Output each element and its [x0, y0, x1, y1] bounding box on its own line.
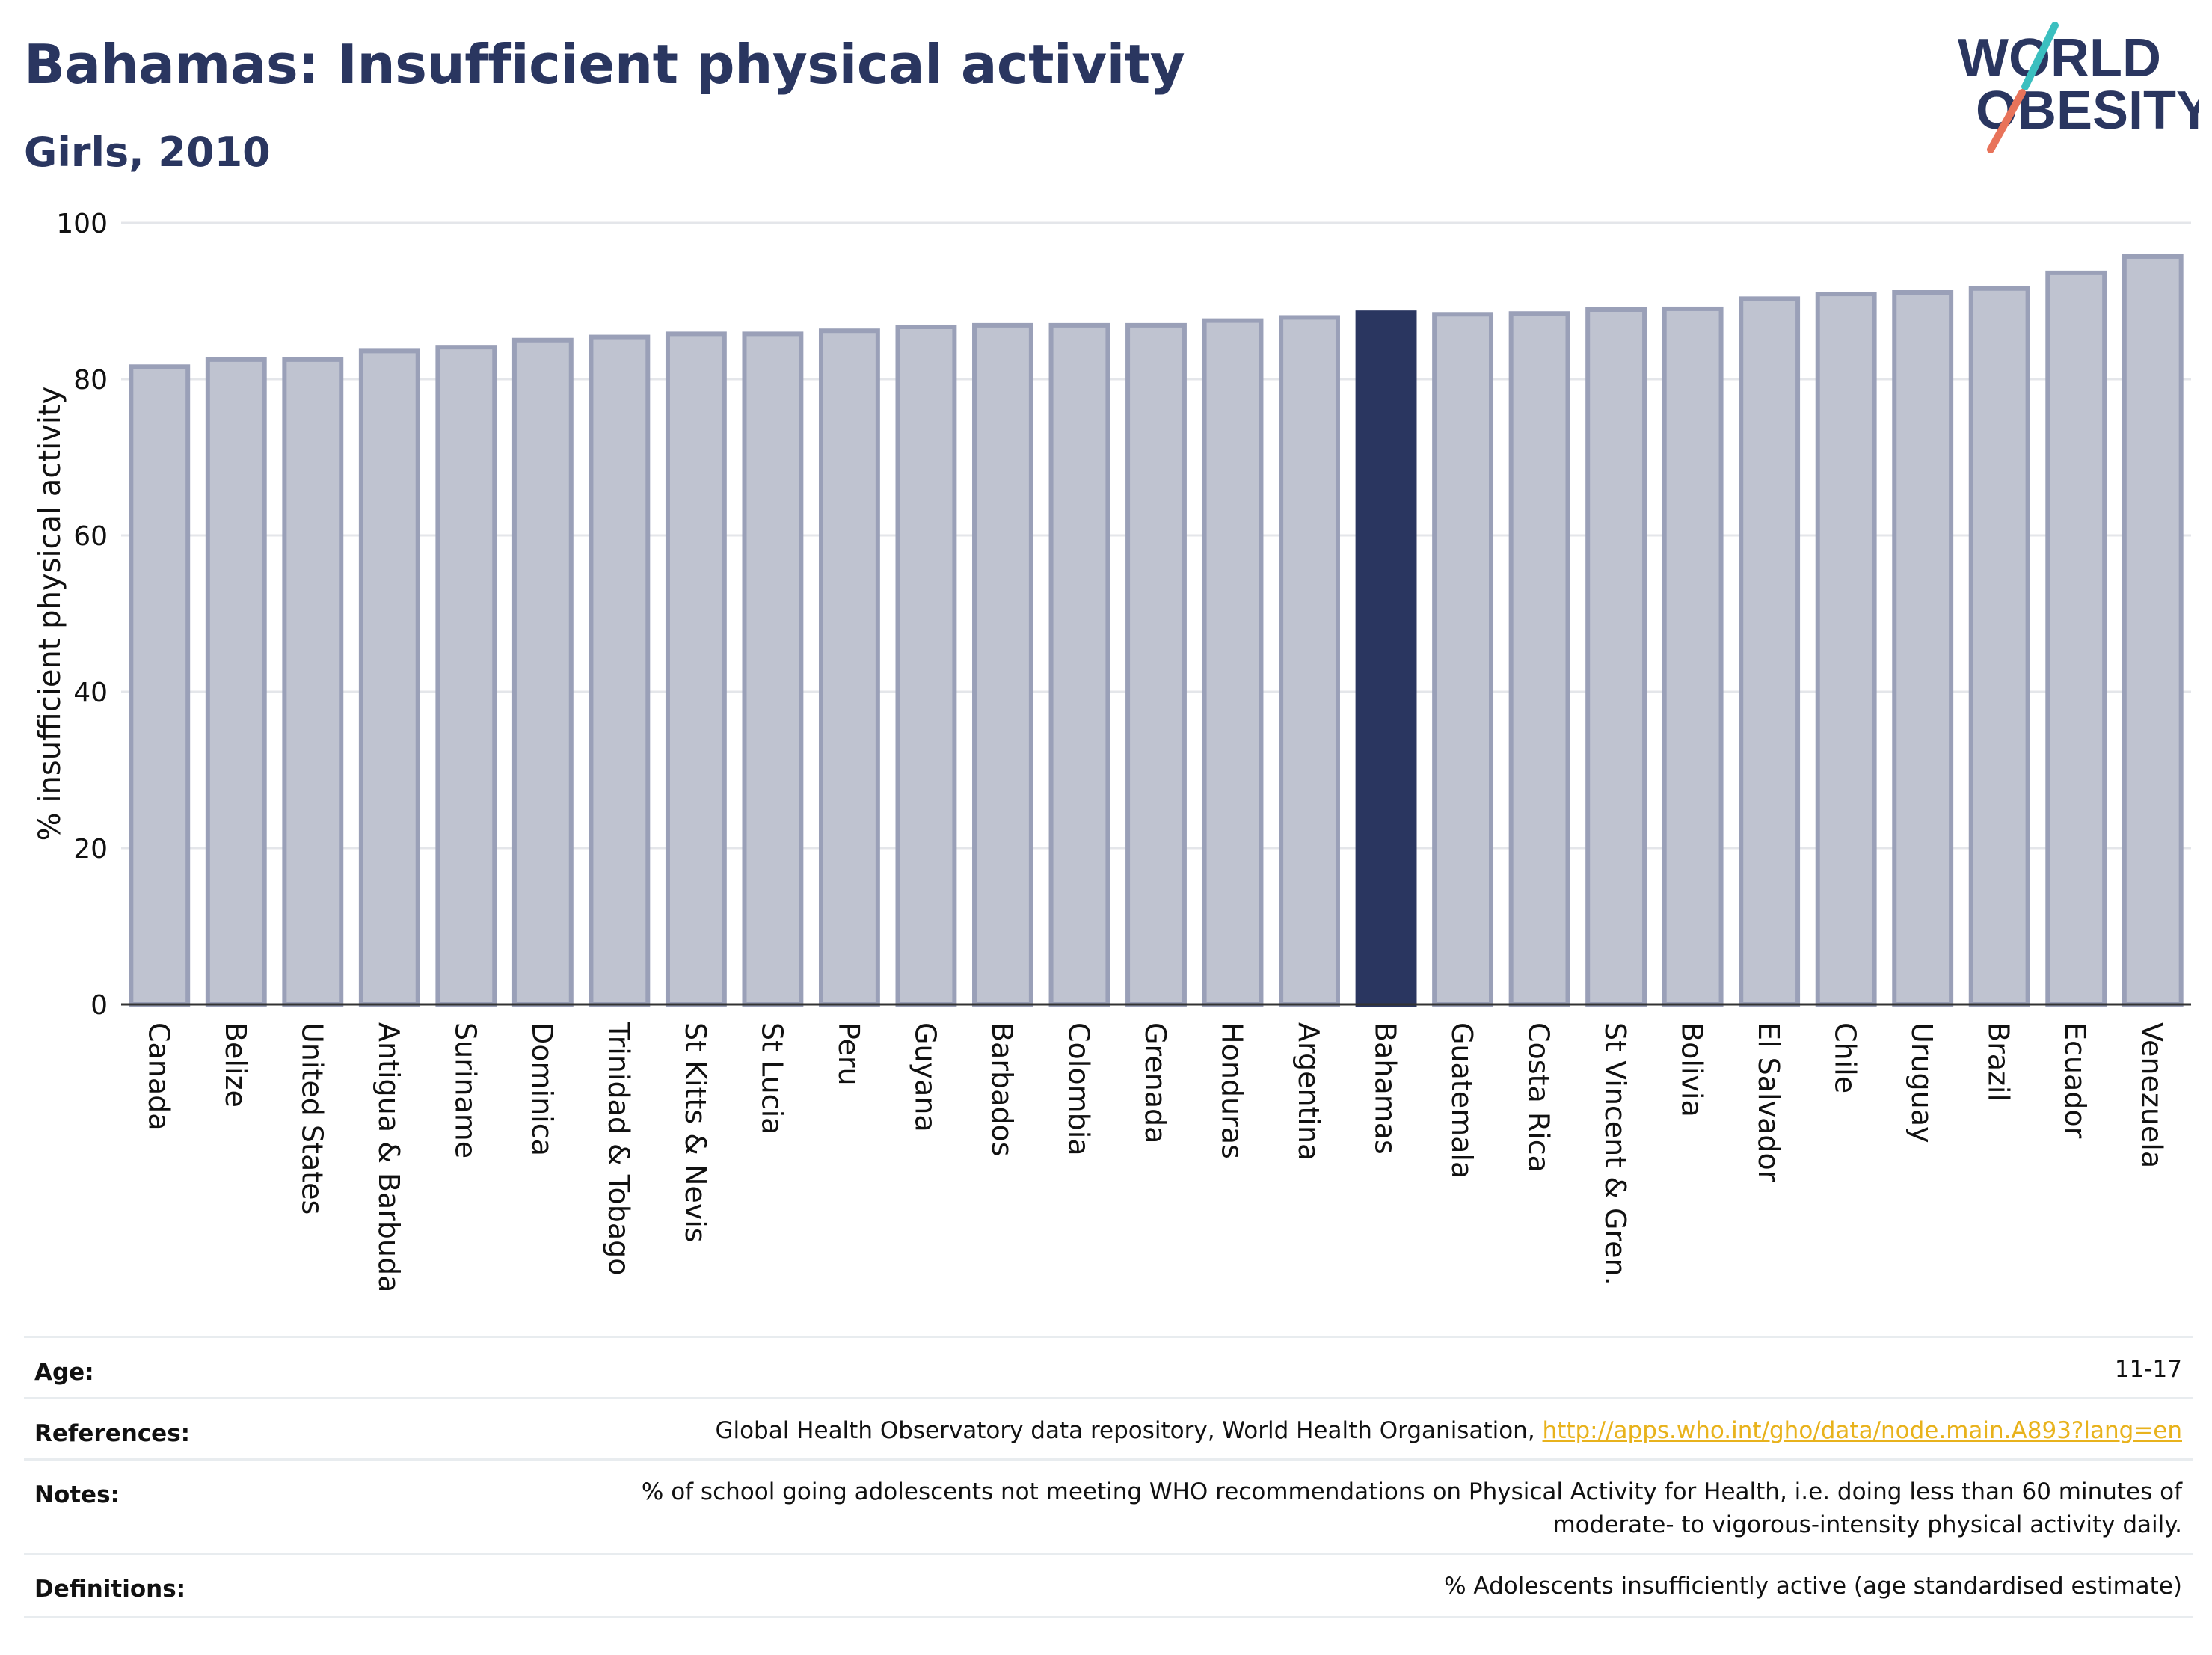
x-tick-label: Peru: [832, 1022, 865, 1086]
x-tick-label: Antigua & Barbuda: [372, 1022, 405, 1292]
bar-bahamas: [1355, 310, 1417, 1007]
y-tick-label: 0: [90, 990, 108, 1021]
bar-st-lucia: [742, 331, 804, 1007]
x-tick-label: Bolivia: [1676, 1022, 1709, 1117]
bar-colombia: [1048, 322, 1110, 1007]
bar-peru: [818, 328, 880, 1007]
x-tick-label: Honduras: [1216, 1022, 1249, 1159]
x-tick-label: Canada: [142, 1022, 175, 1131]
bar-brazil: [1968, 286, 2030, 1007]
meta-references-label: References:: [34, 1420, 191, 1447]
logo-slash-teal: [2021, 22, 2059, 90]
meta-notes-label: Notes:: [34, 1481, 120, 1508]
bar-chart: 0 20 40 60 80 100 Canada Belize United States An…: [33, 209, 2191, 1292]
notes-line2: moderate- to vigorous-intensity physical…: [1552, 1511, 2182, 1538]
y-tick-label: 40: [73, 678, 108, 708]
bar-antigua-barbuda: [358, 348, 420, 1007]
y-tick-label: 20: [73, 834, 108, 865]
x-tick-label: Grenada: [1139, 1022, 1172, 1143]
x-tick-label: El Salvador: [1752, 1022, 1785, 1182]
y-axis-label: % insufficient physical activity: [33, 387, 67, 841]
x-tick-label: Venezuela: [2136, 1022, 2169, 1168]
x-tick-label: Suriname: [449, 1022, 482, 1158]
bar-costa-rica: [1508, 311, 1570, 1007]
x-tick-label: Belize: [219, 1022, 252, 1108]
logo-line1: WORLD: [1958, 28, 2161, 88]
meta-notes-value: % of school going adolescents not meetin…: [642, 1476, 2182, 1541]
x-axis-ticks: Canada Belize United States Antigua & Barbu…: [142, 1022, 2168, 1292]
x-tick-label: Chile: [1829, 1022, 1862, 1093]
bar-st-vincent-gren-: [1585, 307, 1647, 1007]
y-tick-label: 60: [73, 521, 108, 552]
bar-united-states: [282, 357, 344, 1007]
bars: [129, 254, 2184, 1007]
notes-line1: % of school going adolescents not meetin…: [641, 1479, 2182, 1505]
logo-slash-coral: [1987, 89, 2026, 153]
bar-grenada: [1125, 322, 1187, 1007]
meta-references-value: Global Health Observatory data repositor…: [715, 1414, 2182, 1447]
y-tick-label: 80: [73, 365, 108, 396]
bar-canada: [129, 364, 191, 1007]
x-tick-label: Dominica: [526, 1022, 559, 1156]
meta-definitions-value: % Adolescents insufficiently active (age…: [1444, 1573, 2182, 1600]
chart-subtitle: Girls, 2010: [24, 129, 271, 176]
meta-row-definitions: Definitions: % Adolescents insufficientl…: [24, 1553, 2193, 1618]
bar-ecuador: [2045, 270, 2107, 1007]
bar-dominica: [511, 337, 574, 1007]
chart-title: Bahamas: Insufficient physical activity: [24, 33, 1185, 96]
x-tick-label: Ecuador: [2059, 1022, 2092, 1139]
bar-bolivia: [1662, 306, 1724, 1007]
x-tick-label: Trinidad & Tobago: [602, 1022, 635, 1276]
y-axis-ticks: 0 20 40 60 80 100: [56, 209, 108, 1021]
bar-barbados: [972, 322, 1033, 1007]
x-tick-label: Guatemala: [1446, 1022, 1478, 1179]
meta-age-value: 11-17: [2114, 1356, 2182, 1383]
x-tick-label: Uruguay: [1905, 1022, 1938, 1143]
x-tick-label: St Kitts & Nevis: [679, 1022, 712, 1243]
bar-el-salvador: [1739, 296, 1801, 1007]
bar-suriname: [435, 345, 497, 1007]
x-tick-label: United States: [295, 1022, 328, 1215]
x-tick-label: Brazil: [1982, 1022, 2015, 1102]
bar-honduras: [1202, 318, 1264, 1007]
meta-row-notes: Notes: % of school going adolescents not…: [24, 1458, 2193, 1555]
bar-st-kitts-nevis: [665, 331, 727, 1007]
y-tick-label: 100: [56, 209, 108, 239]
bar-venezuela: [2122, 254, 2184, 1007]
meta-age-label: Age:: [34, 1359, 94, 1386]
references-text: Global Health Observatory data repositor…: [715, 1417, 1543, 1444]
x-tick-label: Bahamas: [1369, 1022, 1402, 1155]
bar-argentina: [1279, 315, 1340, 1007]
x-tick-label: Barbados: [986, 1022, 1019, 1157]
bar-uruguay: [1892, 290, 1954, 1007]
x-tick-label: St Vincent & Gren.: [1599, 1022, 1632, 1286]
bar-trinidad-tobago: [589, 334, 651, 1007]
bar-guyana: [895, 324, 957, 1007]
x-tick-label: Argentina: [1292, 1022, 1325, 1161]
x-tick-label: Guyana: [909, 1022, 941, 1132]
x-tick-label: Costa Rica: [1523, 1022, 1555, 1173]
bar-guatemala: [1432, 312, 1494, 1007]
world-obesity-logo: WORLD OBESITY: [1958, 22, 2199, 153]
meta-row-references: References: Global Health Observatory da…: [24, 1397, 2193, 1461]
meta-definitions-label: Definitions:: [34, 1576, 186, 1603]
references-link[interactable]: http://apps.who.int/gho/data/node.main.A…: [1542, 1417, 2182, 1444]
x-tick-label: St Lucia: [755, 1022, 788, 1134]
meta-row-age: Age: 11-17: [24, 1336, 2193, 1399]
x-tick-label: Colombia: [1062, 1022, 1095, 1156]
bar-belize: [205, 357, 267, 1007]
bar-chile: [1815, 292, 1877, 1007]
